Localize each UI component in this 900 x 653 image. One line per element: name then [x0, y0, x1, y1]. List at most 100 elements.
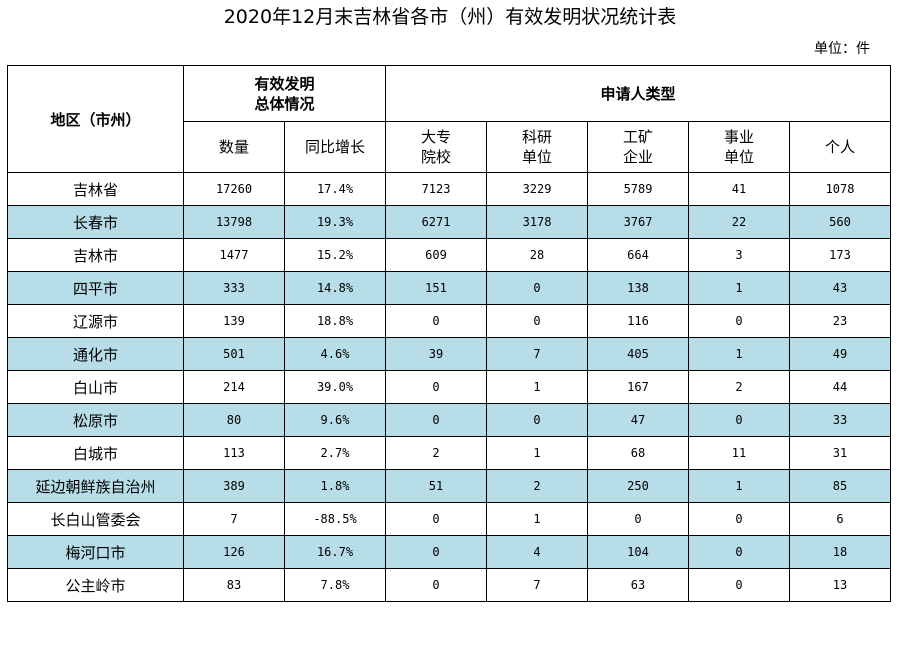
cell-yoy: 4.6%	[283, 337, 387, 371]
cell-region: 长春市	[7, 205, 184, 239]
header-overall: 有效发明 总体情况	[182, 65, 387, 122]
cell-college: 0	[385, 304, 488, 338]
table-row: 白城市 113 2.7% 2 1 68 11 31	[7, 436, 892, 470]
header-institution-line2: 单位	[724, 148, 755, 166]
cell-individual: 43	[789, 271, 892, 305]
cell-count: 83	[183, 568, 285, 602]
cell-count: 80	[183, 403, 285, 437]
cell-count: 389	[183, 469, 285, 503]
cell-institution: 3	[688, 238, 791, 272]
table-row: 白山市 214 39.0% 0 1 167 2 44	[7, 370, 892, 404]
cell-industry: 250	[587, 469, 690, 503]
cell-industry: 405	[587, 337, 690, 371]
cell-industry: 138	[587, 271, 690, 305]
cell-research: 2	[486, 469, 589, 503]
cell-college: 151	[385, 271, 488, 305]
cell-industry: 664	[587, 238, 690, 272]
cell-count: 7	[183, 502, 285, 536]
cell-institution: 1	[688, 271, 791, 305]
table-row: 辽源市 139 18.8% 0 0 116 0 23	[7, 304, 892, 338]
cell-region: 梅河口市	[7, 535, 184, 569]
header-overall-line1: 有效发明	[254, 74, 315, 93]
header-college-line1: 大专	[421, 128, 452, 146]
cell-institution: 1	[688, 469, 791, 503]
cell-institution: 0	[688, 568, 791, 602]
cell-region: 长白山管委会	[7, 502, 184, 536]
header-region: 地区（市州）	[7, 65, 184, 173]
cell-yoy: 17.4%	[283, 172, 387, 206]
cell-industry: 104	[587, 535, 690, 569]
header-count: 数量	[183, 121, 285, 173]
cell-region: 吉林省	[7, 172, 184, 206]
cell-count: 501	[183, 337, 285, 371]
cell-research: 1	[486, 370, 589, 404]
cell-industry: 167	[587, 370, 690, 404]
cell-count: 17260	[183, 172, 285, 206]
cell-region: 松原市	[7, 403, 184, 437]
header-college: 大专 院校	[385, 121, 488, 173]
cell-count: 1477	[183, 238, 285, 272]
cell-region: 公主岭市	[7, 568, 184, 602]
cell-industry: 5789	[587, 172, 690, 206]
header-research-line1: 科研	[522, 128, 553, 146]
cell-industry: 0	[587, 502, 690, 536]
statistics-table: 地区（市州） 有效发明 总体情况 申请人类型 数量 同比增长 大专 院校 科研 …	[7, 65, 892, 602]
cell-institution: 0	[688, 502, 791, 536]
cell-yoy: 14.8%	[283, 271, 387, 305]
cell-individual: 6	[789, 502, 892, 536]
cell-industry: 47	[587, 403, 690, 437]
table-row: 公主岭市 83 7.8% 0 7 63 0 13	[7, 568, 892, 602]
cell-research: 0	[486, 304, 589, 338]
header-industry-line1: 工矿	[623, 128, 654, 146]
cell-research: 0	[486, 403, 589, 437]
cell-yoy: 16.7%	[283, 535, 387, 569]
header-applicant-type: 申请人类型	[385, 65, 892, 122]
cell-individual: 560	[789, 205, 892, 239]
cell-yoy: 18.8%	[283, 304, 387, 338]
cell-college: 0	[385, 568, 488, 602]
header-industry: 工矿 企业	[587, 121, 690, 173]
cell-research: 1	[486, 502, 589, 536]
cell-count: 214	[183, 370, 285, 404]
cell-institution: 22	[688, 205, 791, 239]
table-row: 通化市 501 4.6% 39 7 405 1 49	[7, 337, 892, 371]
cell-institution: 0	[688, 403, 791, 437]
cell-institution: 0	[688, 304, 791, 338]
cell-college: 6271	[385, 205, 488, 239]
header-research-line2: 单位	[522, 148, 553, 166]
cell-college: 2	[385, 436, 488, 470]
cell-yoy: 15.2%	[283, 238, 387, 272]
cell-institution: 1	[688, 337, 791, 371]
cell-research: 7	[486, 568, 589, 602]
cell-college: 0	[385, 535, 488, 569]
cell-individual: 49	[789, 337, 892, 371]
cell-count: 113	[183, 436, 285, 470]
cell-region: 通化市	[7, 337, 184, 371]
table-row: 吉林市 1477 15.2% 609 28 664 3 173	[7, 238, 892, 272]
table-row: 松原市 80 9.6% 0 0 47 0 33	[7, 403, 892, 437]
cell-yoy: 2.7%	[283, 436, 387, 470]
cell-count: 13798	[183, 205, 285, 239]
header-institution: 事业 单位	[688, 121, 791, 173]
unit-label: 单位：件	[814, 41, 870, 57]
cell-college: 0	[385, 403, 488, 437]
cell-count: 333	[183, 271, 285, 305]
table-row: 延边朝鲜族自治州 389 1.8% 51 2 250 1 85	[7, 469, 892, 503]
cell-institution: 11	[688, 436, 791, 470]
cell-yoy: 1.8%	[283, 469, 387, 503]
cell-individual: 33	[789, 403, 892, 437]
cell-count: 126	[183, 535, 285, 569]
table-row: 吉林省 17260 17.4% 7123 3229 5789 41 1078	[7, 172, 892, 206]
cell-count: 139	[183, 304, 285, 338]
cell-institution: 0	[688, 535, 791, 569]
cell-research: 3178	[486, 205, 589, 239]
cell-region: 四平市	[7, 271, 184, 305]
cell-research: 4	[486, 535, 589, 569]
cell-institution: 2	[688, 370, 791, 404]
cell-region: 吉林市	[7, 238, 184, 272]
table-body: 吉林省 17260 17.4% 7123 3229 5789 41 1078 长春市 13798 1…	[7, 172, 892, 602]
cell-college: 51	[385, 469, 488, 503]
header-individual: 个人	[789, 121, 892, 173]
cell-research: 3229	[486, 172, 589, 206]
cell-individual: 13	[789, 568, 892, 602]
